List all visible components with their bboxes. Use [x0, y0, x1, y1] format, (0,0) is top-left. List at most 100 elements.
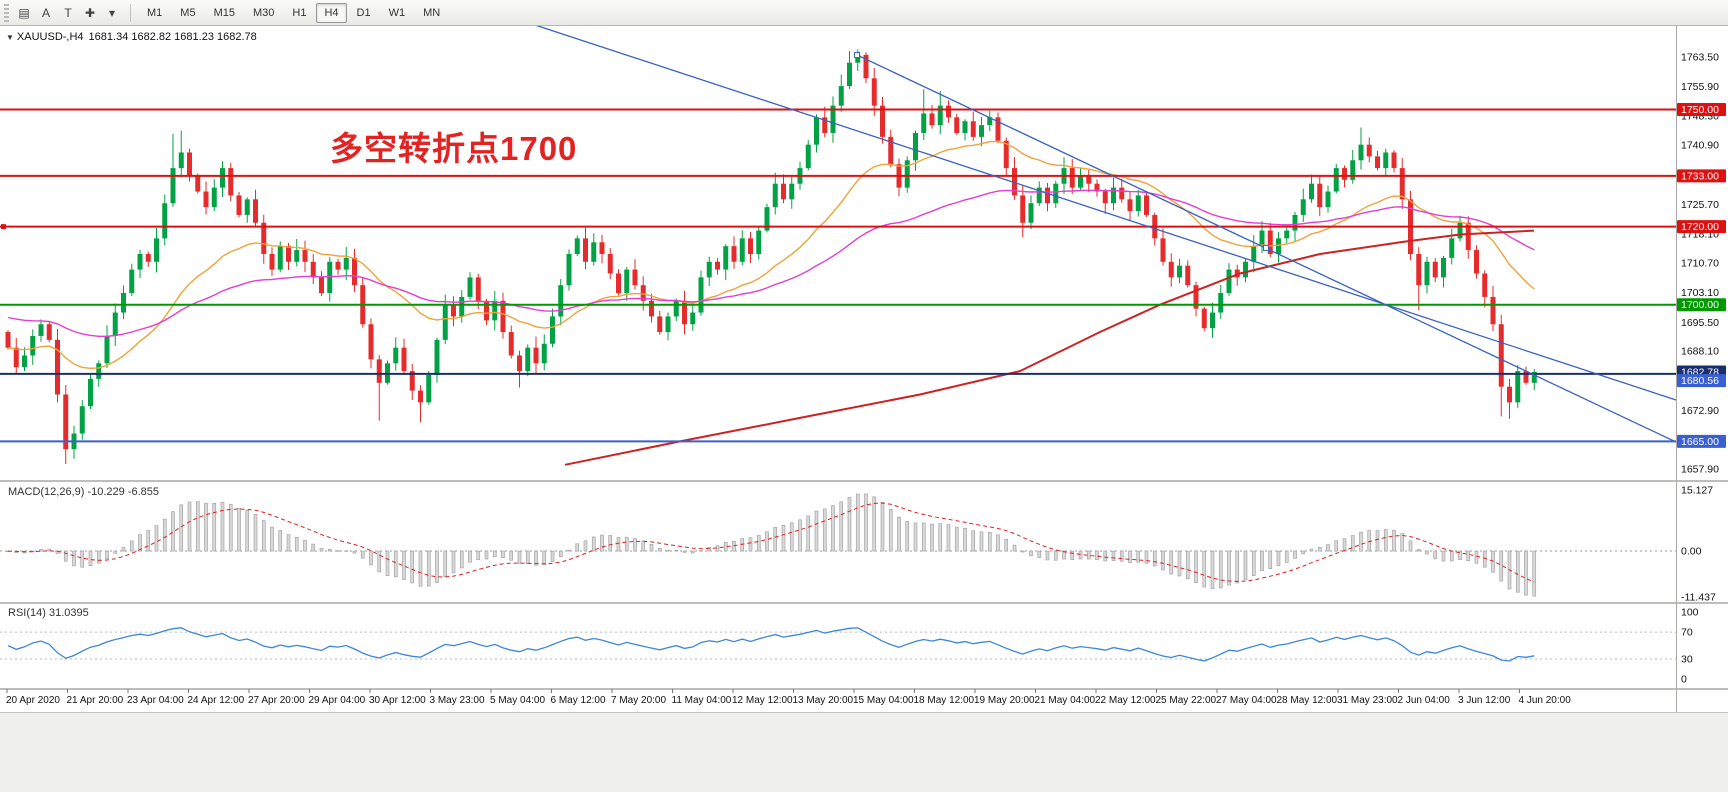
rsi-panel[interactable]: 100 70 30 0 — [0, 607, 1699, 686]
svg-text:1755.90: 1755.90 — [1681, 81, 1719, 93]
chart-annotation-text[interactable]: 多空转折点1700 — [330, 130, 578, 167]
crosshair-tool-icon[interactable]: ✚ — [84, 5, 96, 20]
price-badge — [1677, 298, 1726, 312]
price-badge — [1677, 103, 1726, 117]
rsi-line — [7, 627, 1535, 662]
timeframe-button-m30[interactable]: M30 — [252, 6, 275, 19]
timeframe-button-m5[interactable]: M5 — [180, 6, 196, 19]
svg-text:1720.00: 1720.00 — [1681, 221, 1719, 233]
svg-text:1665.00: 1665.00 — [1681, 436, 1719, 448]
drawing-tools-group: ▤ A T ✚ ▾ — [13, 2, 123, 24]
chart-window-icon[interactable]: ▤ — [18, 5, 30, 20]
svg-text:0.00: 0.00 — [1681, 546, 1702, 558]
timeframe-button-w1[interactable]: W1 — [388, 6, 406, 19]
horizontal-lines[interactable] — [0, 108, 1676, 443]
svg-text:21 Apr 20:00: 21 Apr 20:00 — [67, 695, 124, 706]
svg-text:19 May 20:00: 19 May 20:00 — [974, 695, 1035, 706]
svg-text:27 May 04:00: 27 May 04:00 — [1216, 695, 1277, 706]
svg-text:15.127: 15.127 — [1681, 485, 1713, 497]
toolbar-grip-handle[interactable] — [4, 3, 9, 22]
macd-indicator-label: MACD(12,26,9) -10.229 -6.855 — [8, 486, 160, 498]
one-click-trading-arrow-icon[interactable]: ▼ — [6, 33, 14, 42]
macd-signal-line — [7, 502, 1535, 583]
price-axis[interactable]: 1763.501755.901748.301740.901725.701718.… — [1677, 51, 1726, 476]
rsi-indicator-label: RSI(14) 31.0395 — [8, 607, 89, 619]
svg-text:30: 30 — [1681, 653, 1693, 665]
toolbar: ▤ A T ✚ ▾ M1 M5 M15 M30 H1 H4 D1 W1 MN — [0, 0, 1728, 26]
svg-text:1750.00: 1750.00 — [1681, 104, 1719, 116]
svg-text:70: 70 — [1681, 627, 1693, 639]
chart-canvas[interactable]: 1763.501755.901748.301740.901725.701718.… — [0, 0, 1728, 712]
svg-text:24 Apr 12:00: 24 Apr 12:00 — [188, 695, 245, 706]
svg-text:6 May 12:00: 6 May 12:00 — [551, 695, 606, 706]
svg-text:25 May 22:00: 25 May 22:00 — [1156, 695, 1217, 706]
toolbar-separator — [130, 3, 131, 22]
bottom-spacer — [0, 712, 1728, 792]
svg-text:29 Apr 04:00: 29 Apr 04:00 — [309, 695, 366, 706]
svg-text:1700.00: 1700.00 — [1681, 299, 1719, 311]
candles[interactable] — [5, 49, 1537, 464]
trendline-handle[interactable] — [1263, 245, 1269, 251]
svg-text:3 Jun 12:00: 3 Jun 12:00 — [1458, 695, 1511, 706]
svg-text:22 May 12:00: 22 May 12:00 — [1095, 695, 1156, 706]
svg-text:1657.90: 1657.90 — [1681, 464, 1719, 476]
price-badge — [1677, 434, 1726, 448]
tool-dropdown-arrow-icon[interactable]: ▾ — [108, 5, 116, 20]
line-selection-handle[interactable] — [1, 224, 6, 230]
ma-mid-magenta — [7, 189, 1535, 337]
svg-text:1733.00: 1733.00 — [1681, 170, 1719, 182]
svg-text:5 May 04:00: 5 May 04:00 — [490, 695, 545, 706]
svg-text:13 May 20:00: 13 May 20:00 — [793, 695, 854, 706]
cursor-arrow-tool[interactable]: A — [41, 5, 50, 20]
chart-background[interactable] — [0, 26, 1728, 712]
svg-text:30 Apr 12:00: 30 Apr 12:00 — [369, 695, 426, 706]
price-badge — [1677, 169, 1726, 183]
downtrend-line-long[interactable] — [534, 24, 1677, 401]
svg-text:0: 0 — [1681, 674, 1687, 686]
timeframe-button-d1[interactable]: D1 — [356, 6, 371, 19]
svg-text:1703.10: 1703.10 — [1681, 287, 1719, 299]
trendlines[interactable] — [534, 24, 1677, 443]
timeframe-button-mn[interactable]: MN — [423, 6, 441, 19]
svg-text:1672.90: 1672.90 — [1681, 405, 1719, 417]
ohlc-values: 1681.34 1682.82 1681.23 1682.78 — [88, 31, 257, 43]
symbol-period-text: XAUUSD-,H4 — [16, 31, 84, 43]
svg-text:1725.70: 1725.70 — [1681, 199, 1719, 211]
svg-text:7 May 20:00: 7 May 20:00 — [611, 695, 666, 706]
ma-fast-orange — [7, 140, 1535, 370]
svg-text:1710.70: 1710.70 — [1681, 257, 1719, 269]
svg-text:20 Apr 2020: 20 Apr 2020 — [6, 695, 60, 706]
price-badge — [1677, 374, 1726, 388]
timeframe-button-m15[interactable]: M15 — [213, 6, 235, 19]
svg-text:12 May 12:00: 12 May 12:00 — [732, 695, 793, 706]
svg-text:28 May 12:00: 28 May 12:00 — [1277, 695, 1338, 706]
svg-text:1763.50: 1763.50 — [1681, 51, 1719, 63]
timeframe-button-h4[interactable]: H4 — [316, 2, 347, 23]
svg-text:31 May 23:00: 31 May 23:00 — [1337, 695, 1398, 706]
trendline-handle[interactable] — [854, 52, 860, 58]
svg-text:100: 100 — [1681, 607, 1699, 619]
svg-text:11 May 04:00: 11 May 04:00 — [672, 695, 732, 706]
timeframe-button-m1[interactable]: M1 — [147, 6, 163, 19]
svg-text:15 May 04:00: 15 May 04:00 — [853, 695, 914, 706]
chart-symbol-label: ▼ XAUUSD-,H4 1681.34 1682.82 1681.23 1682.… — [6, 31, 257, 43]
svg-text:21 May 04:00: 21 May 04:00 — [1035, 695, 1096, 706]
svg-text:1688.10: 1688.10 — [1681, 346, 1719, 358]
svg-text:4 Jun 20:00: 4 Jun 20:00 — [1519, 695, 1572, 706]
timeframe-button-h1[interactable]: H1 — [292, 6, 307, 19]
text-label-tool[interactable]: T — [64, 5, 72, 20]
price-badge — [1677, 220, 1726, 234]
svg-text:-11.437: -11.437 — [1681, 592, 1716, 604]
svg-text:18 May 12:00: 18 May 12:00 — [914, 695, 975, 706]
macd-panel[interactable]: 15.127 0.00 -11.437 — [0, 485, 1716, 604]
panel-separators — [0, 26, 1728, 712]
timeframe-buttons-group: M1 M5 M15 M30 H1 H4 D1 W1 MN — [138, 2, 449, 23]
svg-text:23 Apr 04:00: 23 Apr 04:00 — [127, 695, 184, 706]
ma-long-red — [564, 229, 1535, 466]
svg-text:27 Apr 20:00: 27 Apr 20:00 — [248, 695, 305, 706]
svg-text:1695.50: 1695.50 — [1681, 317, 1719, 329]
moving-averages — [7, 140, 1535, 466]
time-axis[interactable]: 20 Apr 2020 21 Apr 20:00 23 Apr 04:00 24 Ap… — [6, 689, 1571, 706]
svg-text:2 Jun 04:00: 2 Jun 04:00 — [1398, 695, 1451, 706]
